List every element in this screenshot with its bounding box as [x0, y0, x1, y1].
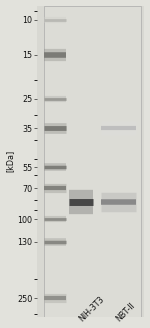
Text: NIH-3T3: NIH-3T3: [78, 295, 106, 324]
Y-axis label: [kDa]: [kDa]: [6, 150, 15, 173]
Text: NBT-II: NBT-II: [114, 301, 137, 324]
Bar: [44, 6, 141, 317]
